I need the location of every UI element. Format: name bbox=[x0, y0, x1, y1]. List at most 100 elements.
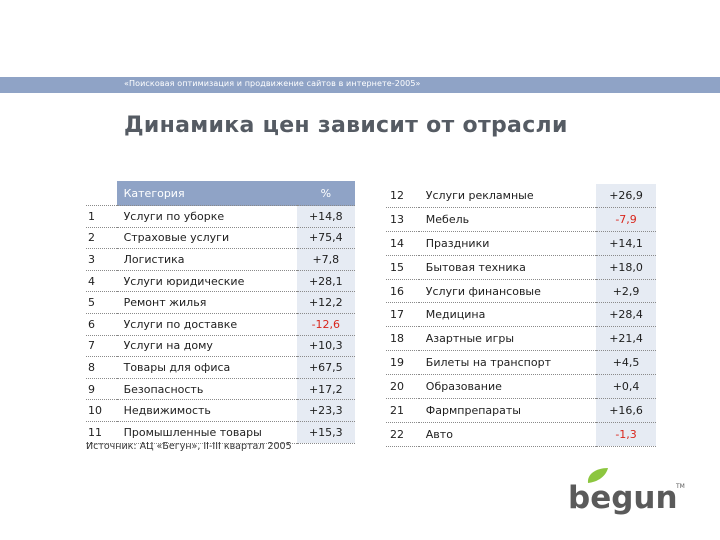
top-blank-area bbox=[0, 0, 720, 77]
row-category: Услуги по уборке bbox=[116, 205, 297, 228]
row-value: +17,2 bbox=[296, 378, 355, 401]
row-number: 7 bbox=[86, 335, 117, 358]
source-note: Источник: АЦ «Бегун», II-III квартал 200… bbox=[86, 441, 292, 452]
table-row: 20 Образование +0,4 bbox=[386, 374, 656, 400]
row-value: +28,4 bbox=[596, 302, 656, 328]
row-value: +15,3 bbox=[296, 421, 355, 444]
table-row: 1 Услуги по уборке +14,8 bbox=[86, 205, 355, 228]
row-number: 5 bbox=[86, 291, 117, 314]
row-category: Билеты на транспорт bbox=[418, 350, 597, 376]
row-category: Услуги рекламные bbox=[418, 184, 597, 208]
header-percent: % bbox=[296, 181, 355, 206]
row-category: Промышленные товары bbox=[116, 421, 297, 444]
table-row: 17 Медицина +28,4 bbox=[386, 302, 656, 328]
row-number: 19 bbox=[386, 350, 419, 376]
row-number: 13 bbox=[386, 207, 419, 232]
row-category: Праздники bbox=[418, 231, 597, 256]
row-category: Авто bbox=[418, 422, 597, 447]
table-row: 5 Ремонт жилья +12,2 bbox=[86, 291, 355, 314]
row-value: -12,6 bbox=[296, 313, 355, 336]
row-value: +23,3 bbox=[296, 399, 355, 422]
table-row: 21 Фармпрепараты +16,6 bbox=[386, 398, 656, 423]
row-number: 4 bbox=[86, 270, 117, 293]
row-value: +67,5 bbox=[296, 356, 355, 379]
table-row: 9 Безопасность +17,2 bbox=[86, 378, 355, 401]
row-value: +21,4 bbox=[596, 326, 656, 352]
row-number: 11 bbox=[86, 421, 117, 444]
row-category: Услуги юридические bbox=[116, 270, 297, 293]
row-number: 8 bbox=[86, 356, 117, 379]
table-body-left: 1 Услуги по уборке +14,8 2 Страховые услуги +… bbox=[86, 205, 355, 444]
row-value: +7,8 bbox=[296, 248, 355, 271]
logo-trademark: TM bbox=[675, 483, 685, 490]
table-row: 2 Страховые услуги +75,4 bbox=[86, 227, 355, 250]
table-row: 10 Недвижимость +23,3 bbox=[86, 399, 355, 422]
row-number: 3 bbox=[86, 248, 117, 271]
row-value: +26,9 bbox=[596, 184, 656, 208]
table-row: 12 Услуги рекламные +26,9 bbox=[386, 184, 656, 208]
row-value: +0,4 bbox=[596, 374, 656, 400]
row-value: +75,4 bbox=[296, 227, 355, 250]
row-number: 6 bbox=[86, 313, 117, 336]
row-category: Логистика bbox=[116, 248, 297, 271]
page-title: Динамика цен зависит от отрасли bbox=[124, 113, 568, 138]
table-row: 15 Бытовая техника +18,0 bbox=[386, 255, 656, 280]
row-category: Ремонт жилья bbox=[116, 291, 297, 314]
row-value: +10,3 bbox=[296, 335, 355, 358]
row-value: +14,1 bbox=[596, 231, 656, 256]
table-row: 8 Товары для офиса +67,5 bbox=[86, 356, 355, 379]
price-dynamics-table-left: Категория % 1 Услуги по уборке +14,8 2 Страх… bbox=[86, 181, 355, 444]
row-category: Услуги по доставке bbox=[116, 313, 297, 336]
row-value: -1,3 bbox=[596, 422, 656, 447]
row-value: -7,9 bbox=[596, 207, 656, 232]
row-category: Услуги финансовые bbox=[418, 279, 597, 304]
header-num-cell bbox=[86, 181, 117, 206]
row-value: +4,5 bbox=[596, 350, 656, 376]
row-number: 9 bbox=[86, 378, 117, 401]
row-value: +16,6 bbox=[596, 398, 656, 423]
row-number: 2 bbox=[86, 227, 117, 250]
header-bar: «Поисковая оптимизация и продвижение сай… bbox=[0, 77, 720, 93]
row-category: Страховые услуги bbox=[116, 227, 297, 250]
row-category: Мебель bbox=[418, 207, 597, 232]
table-row: 18 Азартные игры +21,4 bbox=[386, 326, 656, 352]
leaf-icon bbox=[587, 468, 608, 483]
row-category: Недвижимость bbox=[116, 399, 297, 422]
table-row: 11 Промышленные товары +15,3 bbox=[86, 421, 355, 444]
row-category: Бытовая техника bbox=[418, 255, 597, 280]
row-value: +14,8 bbox=[296, 205, 355, 228]
conference-subtitle: «Поисковая оптимизация и продвижение сай… bbox=[124, 79, 421, 88]
header-category: Категория bbox=[116, 181, 297, 206]
row-category: Товары для офиса bbox=[116, 356, 297, 379]
table-row: 13 Мебель -7,9 bbox=[386, 207, 656, 232]
row-number: 1 bbox=[86, 205, 117, 228]
row-category: Безопасность bbox=[116, 378, 297, 401]
price-dynamics-table-right: 12 Услуги рекламные +26,9 13 Мебель -7,9 14 Пра… bbox=[386, 184, 656, 447]
row-value: +12,2 bbox=[296, 291, 355, 314]
table-row: 14 Праздники +14,1 bbox=[386, 231, 656, 256]
row-category: Азартные игры bbox=[418, 326, 597, 352]
table-header-row: Категория % bbox=[86, 181, 355, 206]
row-category: Образование bbox=[418, 374, 597, 400]
logo-wordmark: begun bbox=[568, 480, 678, 516]
row-number: 12 bbox=[386, 184, 419, 208]
row-number: 17 bbox=[386, 302, 419, 328]
row-number: 10 bbox=[86, 399, 117, 422]
begun-logo: begun TM bbox=[568, 468, 685, 516]
row-number: 21 bbox=[386, 398, 419, 423]
table-row: 19 Билеты на транспорт +4,5 bbox=[386, 350, 656, 376]
row-value: +18,0 bbox=[596, 255, 656, 280]
table-row: 22 Авто -1,3 bbox=[386, 422, 656, 447]
table-row: 7 Услуги на дому +10,3 bbox=[86, 335, 355, 358]
table-row: 6 Услуги по доставке -12,6 bbox=[86, 313, 355, 336]
row-value: +28,1 bbox=[296, 270, 355, 293]
row-number: 14 bbox=[386, 231, 419, 256]
table-row: 16 Услуги финансовые +2,9 bbox=[386, 279, 656, 304]
row-category: Медицина bbox=[418, 302, 597, 328]
row-category: Услуги на дому bbox=[116, 335, 297, 358]
row-number: 18 bbox=[386, 326, 419, 352]
row-category: Фармпрепараты bbox=[418, 398, 597, 423]
row-number: 16 bbox=[386, 279, 419, 304]
row-number: 22 bbox=[386, 422, 419, 447]
table-row: 3 Логистика +7,8 bbox=[86, 248, 355, 271]
